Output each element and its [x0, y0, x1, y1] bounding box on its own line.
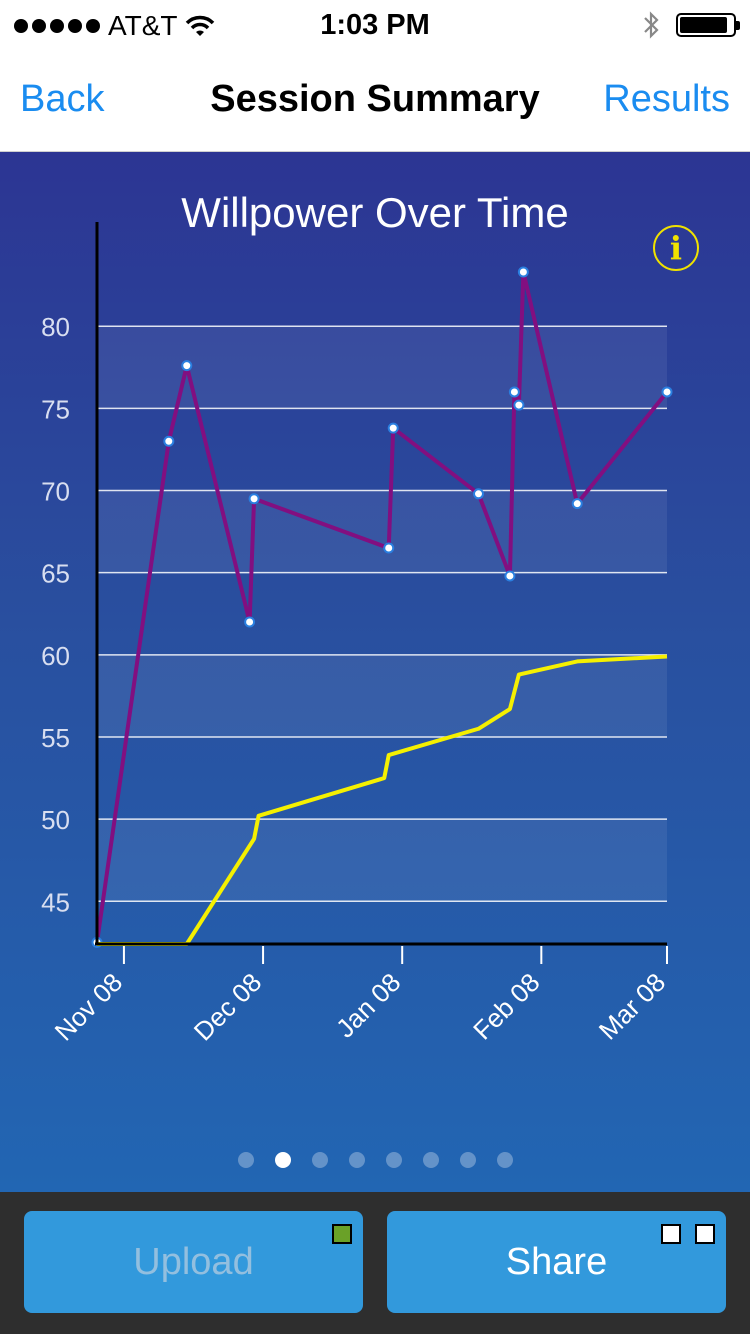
carrier-label: AT&T: [108, 10, 178, 41]
y-tick-label: 45: [41, 887, 70, 917]
wifi-icon: [186, 15, 215, 36]
grid-band: [97, 819, 667, 902]
page-dot[interactable]: [422, 1152, 439, 1168]
bottom-toolbar: Upload Share: [0, 1192, 750, 1334]
data-point: [571, 498, 583, 510]
page-dot[interactable]: [237, 1152, 254, 1168]
data-point: [472, 488, 484, 500]
results-button[interactable]: Results: [603, 78, 730, 120]
data-point: [513, 399, 525, 411]
upload-label: Upload: [133, 1241, 254, 1283]
page-dot[interactable]: [385, 1152, 402, 1168]
battery-icon: [676, 13, 740, 37]
bluetooth-icon: [644, 11, 659, 39]
y-tick-label: 65: [41, 559, 70, 589]
page-dot[interactable]: [311, 1152, 328, 1168]
page-dot[interactable]: [459, 1152, 476, 1168]
y-tick-label: 70: [41, 477, 70, 507]
chart-title: Willpower Over Time: [181, 189, 568, 236]
y-tick-label: 80: [41, 312, 70, 342]
page-title: Session Summary: [210, 78, 540, 120]
info-icon[interactable]: i: [653, 225, 699, 271]
share-label: Share: [505, 1241, 608, 1283]
series-line: [95, 270, 669, 943]
back-button[interactable]: Back: [20, 78, 105, 120]
x-tick-label: Nov 08: [49, 967, 128, 1046]
page-dot[interactable]: [274, 1152, 291, 1168]
data-point: [248, 493, 260, 505]
y-tick-label: 60: [41, 641, 70, 671]
x-tick-label: Feb 08: [467, 967, 545, 1045]
data-point: [163, 435, 175, 447]
y-tick-label: 55: [41, 723, 70, 753]
data-point: [517, 266, 529, 278]
signal-dots-icon: [14, 19, 100, 33]
data-point: [244, 616, 256, 628]
grid-band: [97, 654, 667, 737]
y-tick-label: 75: [41, 394, 70, 424]
page-dot[interactable]: [348, 1152, 365, 1168]
data-point: [504, 570, 516, 582]
data-point: [383, 542, 395, 554]
x-tick-label: Mar 08: [593, 967, 671, 1045]
data-point: [661, 386, 673, 398]
upload-status-indicator: [332, 1224, 352, 1244]
y-tick-label: 50: [41, 805, 70, 835]
status-time: 1:03 PM: [320, 9, 430, 41]
chart-panel[interactable]: Willpower Over Time 45 50 55 60 65 70 75 80 Nov …: [0, 152, 750, 1192]
series-line: [97, 654, 668, 946]
page-indicator[interactable]: [0, 1152, 750, 1168]
data-point: [181, 360, 193, 372]
share-option-indicator-2: [695, 1224, 715, 1244]
share-button[interactable]: Share: [387, 1211, 726, 1313]
upload-button[interactable]: Upload: [24, 1211, 363, 1313]
share-option-indicator-1: [661, 1224, 681, 1244]
x-tick-label: Jan 08: [330, 967, 406, 1043]
data-point: [387, 422, 399, 434]
status-bar: AT&T 1:03 PM: [0, 0, 750, 50]
x-tick-label: Dec 08: [188, 967, 267, 1046]
carrier-group: AT&T: [14, 10, 215, 42]
page-dot[interactable]: [496, 1152, 513, 1168]
willpower-chart: Willpower Over Time 45 50 55 60 65 70 75 80 Nov …: [41, 189, 673, 1047]
status-right: [642, 10, 740, 40]
data-point: [508, 386, 520, 398]
navigation-bar: Back Session Summary Results: [0, 50, 750, 152]
